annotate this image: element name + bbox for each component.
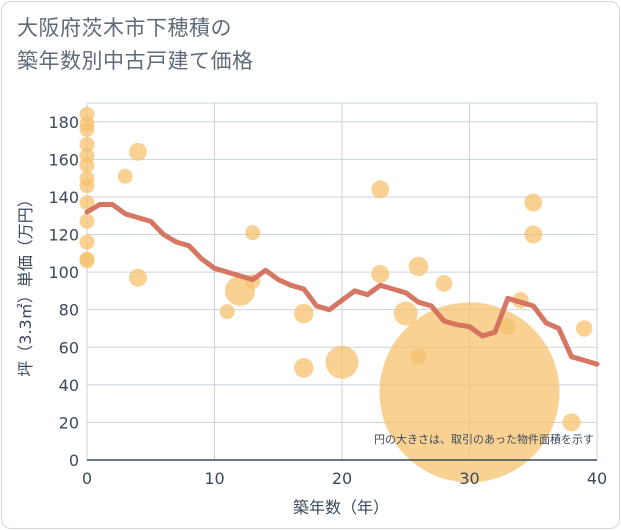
- x-tick-label: 20: [332, 469, 352, 488]
- data-bubble: [576, 320, 593, 337]
- data-bubble: [79, 253, 95, 269]
- data-bubble: [524, 225, 543, 244]
- axes: 0 10 20 30 40 0 20 40 60 80 100 120 140 160 180: [48, 113, 607, 488]
- data-bubble: [79, 195, 95, 211]
- data-bubble: [219, 304, 235, 320]
- data-bubble: [325, 345, 359, 379]
- trend-layer: [84, 202, 600, 367]
- data-bubble: [435, 275, 453, 292]
- data-bubble: [79, 234, 95, 250]
- y-tick-label: 20: [59, 413, 79, 432]
- data-bubble: [129, 142, 147, 161]
- size-note: 円の大きさは、取引のあった物件面積を示す: [374, 432, 594, 446]
- y-tick-label: 160: [48, 150, 79, 169]
- bubble-layer: [79, 106, 593, 483]
- x-axis-label: 築年数（年）: [293, 498, 389, 517]
- data-bubble: [79, 121, 95, 137]
- data-bubble: [79, 157, 95, 173]
- title-line-1: 大阪府茨木市下穂積の: [17, 16, 232, 40]
- trend-line: [84, 202, 600, 367]
- data-bubble: [294, 358, 314, 378]
- y-tick-label: 180: [48, 113, 79, 132]
- data-bubble: [562, 413, 581, 432]
- data-bubble: [379, 302, 560, 483]
- data-bubble: [393, 301, 418, 326]
- y-axis-label: 坪（3.3㎡）単価（万円）: [16, 191, 35, 376]
- data-bubble: [117, 168, 133, 184]
- data-bubble: [408, 256, 429, 277]
- y-tick-label: 60: [59, 338, 79, 357]
- title-line-2: 築年数別中古戸建て価格: [17, 49, 254, 73]
- data-bubble: [79, 213, 95, 229]
- x-tick-label: 10: [204, 469, 224, 488]
- y-tick-label: 100: [48, 263, 79, 282]
- y-tick-label: 80: [59, 301, 79, 320]
- y-tick-label: 120: [48, 226, 79, 245]
- data-bubble: [499, 318, 516, 335]
- data-bubble: [524, 193, 543, 212]
- x-tick-label: 30: [459, 469, 479, 488]
- y-tick-label: 0: [69, 451, 79, 470]
- x-tick-label: 0: [82, 469, 92, 488]
- data-bubble: [129, 268, 147, 287]
- data-bubble: [245, 225, 261, 241]
- data-bubble: [79, 136, 95, 152]
- chart-title: 大阪府茨木市下穂積の 築年数別中古戸建て価格: [17, 12, 254, 78]
- data-bubble: [371, 180, 390, 199]
- y-tick-label: 140: [48, 188, 79, 207]
- data-bubble: [294, 303, 314, 324]
- data-bubble: [371, 264, 390, 283]
- data-bubble: [79, 178, 95, 194]
- x-tick-label: 40: [587, 469, 607, 488]
- y-tick-label: 40: [59, 376, 79, 395]
